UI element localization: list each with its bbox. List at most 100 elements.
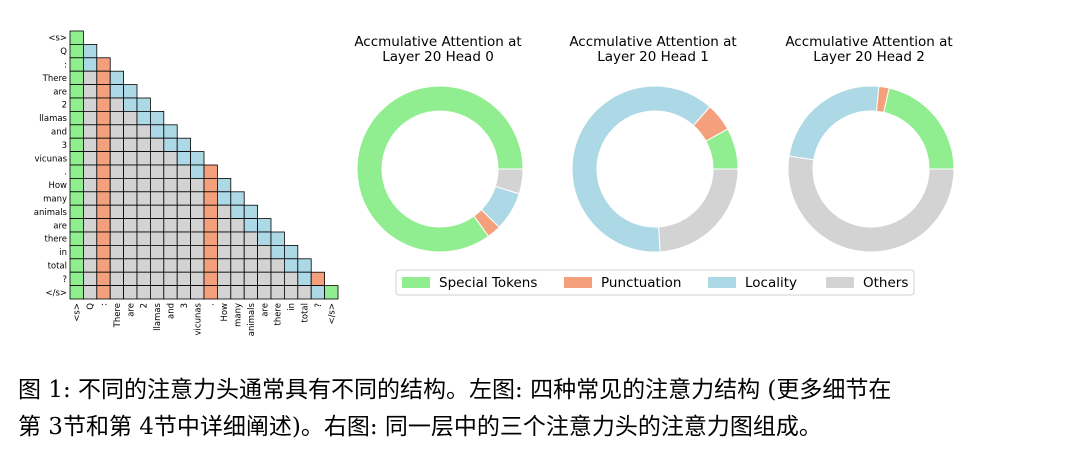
heatmap-col-label: there <box>274 303 284 326</box>
heatmap-cell <box>96 70 111 85</box>
heatmap-cell <box>96 84 111 99</box>
heatmap-cell <box>163 285 178 300</box>
heatmap-cell <box>203 164 218 179</box>
heatmap-cell <box>109 70 124 85</box>
caption-line-2: 第 3节和第 4节中详细阐述)。右图: 同一层中的三个注意力头的注意力图组成。 <box>18 414 822 440</box>
legend-label: Special Tokens <box>439 275 537 291</box>
heatmap-cell <box>109 258 124 273</box>
heatmap-cell <box>109 191 124 206</box>
heatmap-cell <box>190 151 205 166</box>
heatmap-cell <box>69 151 84 166</box>
heatmap-cell <box>83 231 98 246</box>
heatmap-cell <box>123 231 138 246</box>
heatmap-cell <box>123 204 138 219</box>
heatmap-cell <box>163 271 178 287</box>
heatmap-col-label: vicunas <box>193 302 203 335</box>
heatmap-cell <box>123 258 138 273</box>
heatmap-cell <box>83 97 98 112</box>
heatmap-col-label: animals <box>247 302 257 336</box>
heatmap-row-label: are <box>53 87 67 97</box>
legend-label: Punctuation <box>601 275 681 291</box>
heatmap-cell <box>230 285 245 300</box>
donut-title: Accmulative Attention at <box>569 34 736 50</box>
heatmap-cell <box>83 70 98 85</box>
heatmap-cell <box>190 244 205 260</box>
heatmap-cell <box>69 70 84 85</box>
heatmap-cell <box>96 151 111 166</box>
heatmap-cell <box>243 231 258 246</box>
heatmap-row-label: 3 <box>62 141 67 151</box>
heatmap-cell <box>203 258 218 273</box>
heatmap-cell <box>109 177 124 193</box>
heatmap-cell <box>83 137 98 152</box>
heatmap-cell <box>96 271 111 287</box>
heatmap-cell <box>136 204 151 219</box>
heatmap-cell <box>297 258 312 273</box>
heatmap-cell <box>83 111 98 126</box>
heatmap-cell <box>257 271 272 287</box>
heatmap-cell <box>149 231 165 246</box>
heatmap-cell <box>216 244 232 260</box>
heatmap-cell <box>310 285 326 300</box>
heatmap-cell <box>243 285 258 300</box>
heatmap-cell <box>149 164 165 179</box>
heatmap-col-label: total <box>301 303 311 322</box>
heatmap-cell <box>149 285 165 300</box>
heatmap-cell <box>96 111 111 126</box>
heatmap-cell <box>136 231 151 246</box>
heatmap-cell <box>83 285 98 300</box>
heatmap-cell <box>163 258 178 273</box>
heatmap-cell <box>243 258 258 273</box>
heatmap-cell <box>176 285 191 300</box>
heatmap-cell <box>123 84 138 99</box>
heatmap-cell <box>69 271 84 287</box>
heatmap-cell <box>69 177 84 193</box>
heatmap-cell <box>203 271 218 287</box>
heatmap-cell <box>324 285 339 300</box>
heatmap-cell <box>96 231 111 246</box>
heatmap-cell <box>109 137 124 152</box>
figure-caption: 图 1: 不同的注意力头通常具有不同的结构。左图: 四种常见的注意力结构 (更多… <box>18 372 1073 446</box>
heatmap-cell <box>257 218 272 233</box>
heatmap-row-label: many <box>43 195 67 205</box>
caption-line-1: 图 1: 不同的注意力头通常具有不同的结构。左图: 四种常见的注意力结构 (更多… <box>18 377 892 403</box>
heatmap-cell <box>123 191 138 206</box>
heatmap-cell <box>149 124 165 139</box>
heatmap-cell <box>83 218 98 233</box>
heatmap-cell <box>69 57 84 72</box>
heatmap-cell <box>230 218 245 233</box>
heatmap-cell <box>149 191 165 206</box>
heatmap-cell <box>149 218 165 233</box>
heatmap-cell <box>136 97 151 112</box>
heatmap-cell <box>283 285 299 300</box>
heatmap-cell <box>123 151 138 166</box>
heatmap-cell <box>176 191 191 206</box>
donut-slice <box>571 85 711 253</box>
heatmap-cell <box>123 285 138 300</box>
heatmap-cell <box>69 231 84 246</box>
heatmap-cell <box>190 204 205 219</box>
heatmap-cell <box>69 124 84 139</box>
heatmap-cell <box>136 177 151 193</box>
donut-title: Layer 20 Head 2 <box>813 49 925 65</box>
heatmap-cell <box>270 231 285 246</box>
heatmap-col-label: llamas <box>153 302 163 330</box>
heatmap-cell <box>230 244 245 260</box>
heatmap-row-label: animals <box>34 208 68 218</box>
heatmap-cell <box>96 204 111 219</box>
heatmap-cell <box>149 271 165 287</box>
heatmap-cell <box>83 204 98 219</box>
legend-swatch <box>708 277 736 288</box>
heatmap-cell <box>310 271 326 287</box>
heatmap-cell <box>96 164 111 179</box>
heatmap-cell <box>163 231 178 246</box>
heatmap-col-label: 3 <box>180 303 190 308</box>
donut-title: Accmulative Attention at <box>785 34 952 50</box>
heatmap-cell <box>216 271 232 287</box>
heatmap-cell <box>136 164 151 179</box>
heatmap-cell <box>176 244 191 260</box>
heatmap-cell <box>283 258 299 273</box>
heatmap-cell <box>190 177 205 193</box>
heatmap-cell <box>163 191 178 206</box>
